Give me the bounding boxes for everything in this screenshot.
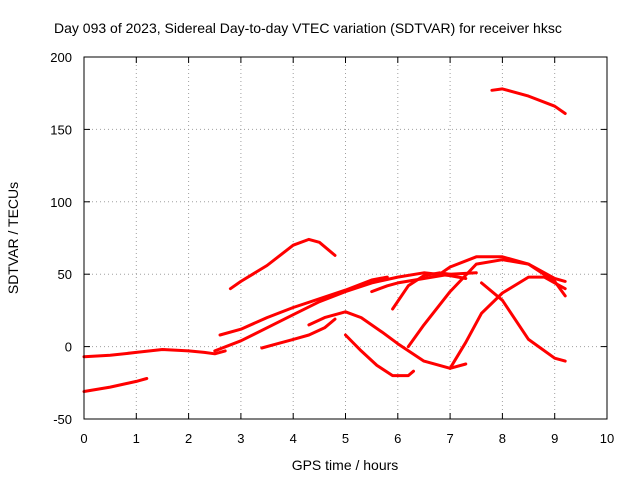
series-line-s4 — [218, 275, 389, 337]
x-tick-label: 5 — [342, 431, 349, 446]
y-tick-label: 50 — [58, 267, 72, 282]
ticks: 0 1 2 3 4 5 6 7 8 9 10 -50 0 50 100 150 200 — [50, 50, 614, 446]
x-tick-label: 0 — [80, 431, 87, 446]
y-tick-label: -50 — [53, 412, 72, 427]
series-line-s13 — [448, 275, 567, 370]
y-tick-label: 0 — [65, 340, 72, 355]
chart-title: Day 093 of 2023, Sidereal Day-to-day VTE… — [54, 20, 562, 36]
x-tick-label: 2 — [185, 431, 192, 446]
y-tick-label: 150 — [50, 122, 72, 137]
series-line-s11 — [406, 258, 567, 349]
y-axis-label: SDTVAR / TECUs — [5, 182, 21, 294]
series-line-s7 — [307, 310, 468, 370]
series-line-s9 — [370, 271, 478, 294]
x-tick-label: 4 — [290, 431, 297, 446]
x-tick-label: 10 — [600, 431, 614, 446]
x-tick-label: 9 — [551, 431, 558, 446]
series-line-s8 — [344, 333, 415, 378]
series-line-s5 — [228, 237, 337, 291]
y-tick-label: 100 — [50, 195, 72, 210]
grid — [84, 57, 607, 419]
series-line-s1 — [82, 348, 227, 359]
x-tick-label: 3 — [237, 431, 244, 446]
x-tick-label: 7 — [446, 431, 453, 446]
series-line-s15 — [490, 87, 567, 115]
series-line-s6 — [260, 317, 337, 350]
x-tick-label: 6 — [394, 431, 401, 446]
x-tick-label: 8 — [499, 431, 506, 446]
series-line-s14 — [480, 281, 567, 363]
series-group — [82, 87, 567, 393]
y-tick-label: 200 — [50, 50, 72, 65]
x-axis-label: GPS time / hours — [292, 457, 399, 473]
series-line-s2 — [82, 377, 149, 393]
x-tick-label: 1 — [133, 431, 140, 446]
